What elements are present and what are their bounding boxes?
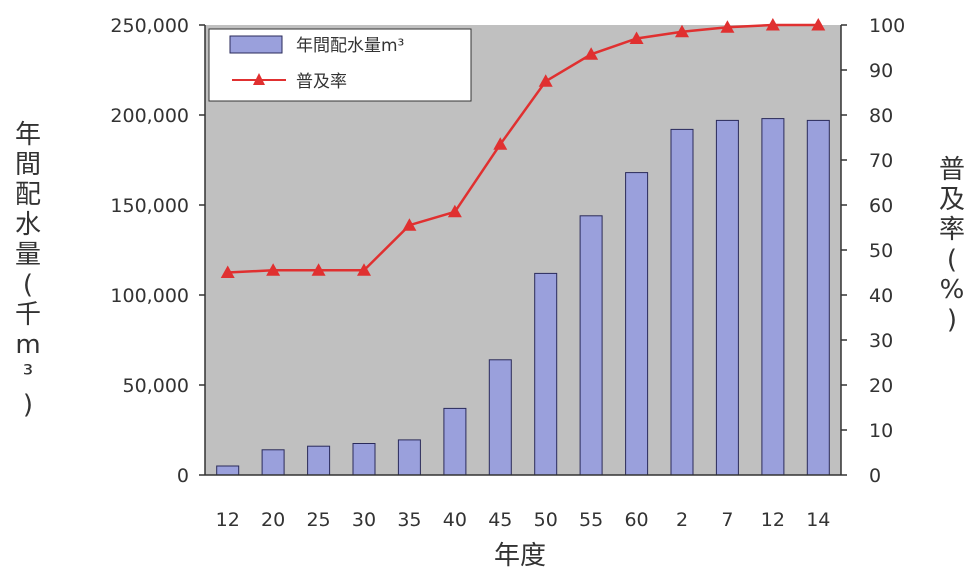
x-tick-label-11: 7 [721, 509, 733, 531]
x-axis-title: 年度 [494, 541, 546, 571]
x-tick-label-0: 12 [216, 509, 240, 531]
x-tick-label-5: 40 [443, 509, 467, 531]
x-axis-ticks: 12 20 25 30 35 40 45 50 55 60 2 7 12 14 [216, 509, 831, 531]
left-tick-label-2: 100,000 [110, 285, 189, 307]
line-marker-12 [765, 18, 780, 31]
line-marker-7 [538, 74, 553, 87]
line-marker-1 [266, 263, 281, 276]
left-tick-label-0: 0 [177, 465, 189, 487]
right-tick-label-2: 20 [869, 375, 893, 397]
bar-11 [715, 119, 739, 476]
legend: 年間配水量m³ 普及率 [208, 28, 472, 102]
line-marker-11 [720, 20, 735, 33]
legend-label-line: 普及率 [296, 72, 347, 92]
bar-10 [670, 128, 694, 476]
x-tick-label-4: 35 [397, 509, 421, 531]
line-marker-3 [357, 263, 371, 276]
right-axis-title: 普及率(%) [939, 155, 965, 335]
x-tick-label-10: 2 [676, 509, 688, 531]
bar-5 [443, 407, 467, 476]
bar-9 [625, 172, 649, 476]
bar-12 [761, 118, 785, 476]
bar-1 [261, 449, 285, 476]
x-tick-label-2: 25 [306, 509, 330, 531]
right-axis-ticks: 0 10 20 30 40 50 60 70 80 90 100 [841, 15, 905, 487]
bar-6 [488, 359, 512, 476]
line-marker-9 [629, 31, 644, 44]
line-layer [220, 18, 826, 278]
line-marker-4 [402, 218, 417, 231]
bar-4 [397, 439, 421, 476]
bar-7 [534, 272, 558, 476]
right-tick-label-8: 80 [869, 105, 893, 127]
line-marker-8 [584, 47, 599, 60]
left-tick-label-5: 250,000 [110, 15, 189, 37]
line-marker-10 [675, 24, 689, 38]
bar-0 [216, 465, 240, 476]
x-tick-label-6: 45 [488, 509, 512, 531]
x-tick-label-3: 30 [352, 509, 376, 531]
right-tick-label-3: 30 [869, 330, 893, 352]
x-tick-label-7: 50 [534, 509, 558, 531]
bar-3 [352, 443, 376, 476]
right-tick-label-0: 0 [869, 465, 881, 487]
line-marker-2 [311, 263, 326, 276]
legend-marker-triangle [253, 73, 265, 85]
left-axis-ticks: 0 50,000 100,000 150,000 200,000 250,000 [110, 15, 205, 487]
left-tick-label-4: 200,000 [110, 105, 189, 127]
left-tick-label-1: 50,000 [123, 375, 189, 397]
bar-8 [579, 215, 603, 476]
left-axis-title: 年間配水量(千 m ³) [15, 120, 41, 420]
right-tick-label-6: 60 [869, 195, 893, 217]
line-marker-6 [493, 137, 508, 150]
x-tick-label-1: 20 [261, 509, 285, 531]
x-tick-label-9: 60 [624, 509, 648, 531]
right-tick-label-5: 50 [869, 240, 893, 262]
line-marker-0 [220, 265, 235, 278]
right-tick-label-9: 90 [869, 60, 893, 82]
bar-2 [307, 445, 331, 476]
legend-label-bars: 年間配水量m³ [296, 36, 404, 56]
bar-13 [806, 119, 830, 476]
right-tick-label-1: 10 [869, 420, 893, 442]
x-tick-label-13: 14 [806, 509, 830, 531]
x-tick-label-8: 55 [579, 509, 603, 531]
line-marker-13 [811, 18, 826, 31]
line-marker-5 [447, 204, 462, 218]
right-tick-label-4: 40 [869, 285, 893, 307]
x-tick-label-12: 12 [761, 509, 785, 531]
penetration-rate-line [227, 23, 819, 274]
bars-layer [216, 118, 830, 476]
right-tick-label-10: 100 [869, 15, 905, 37]
legend-swatch-bars [229, 35, 283, 54]
right-tick-label-7: 70 [869, 150, 893, 172]
left-tick-label-3: 150,000 [110, 195, 189, 217]
